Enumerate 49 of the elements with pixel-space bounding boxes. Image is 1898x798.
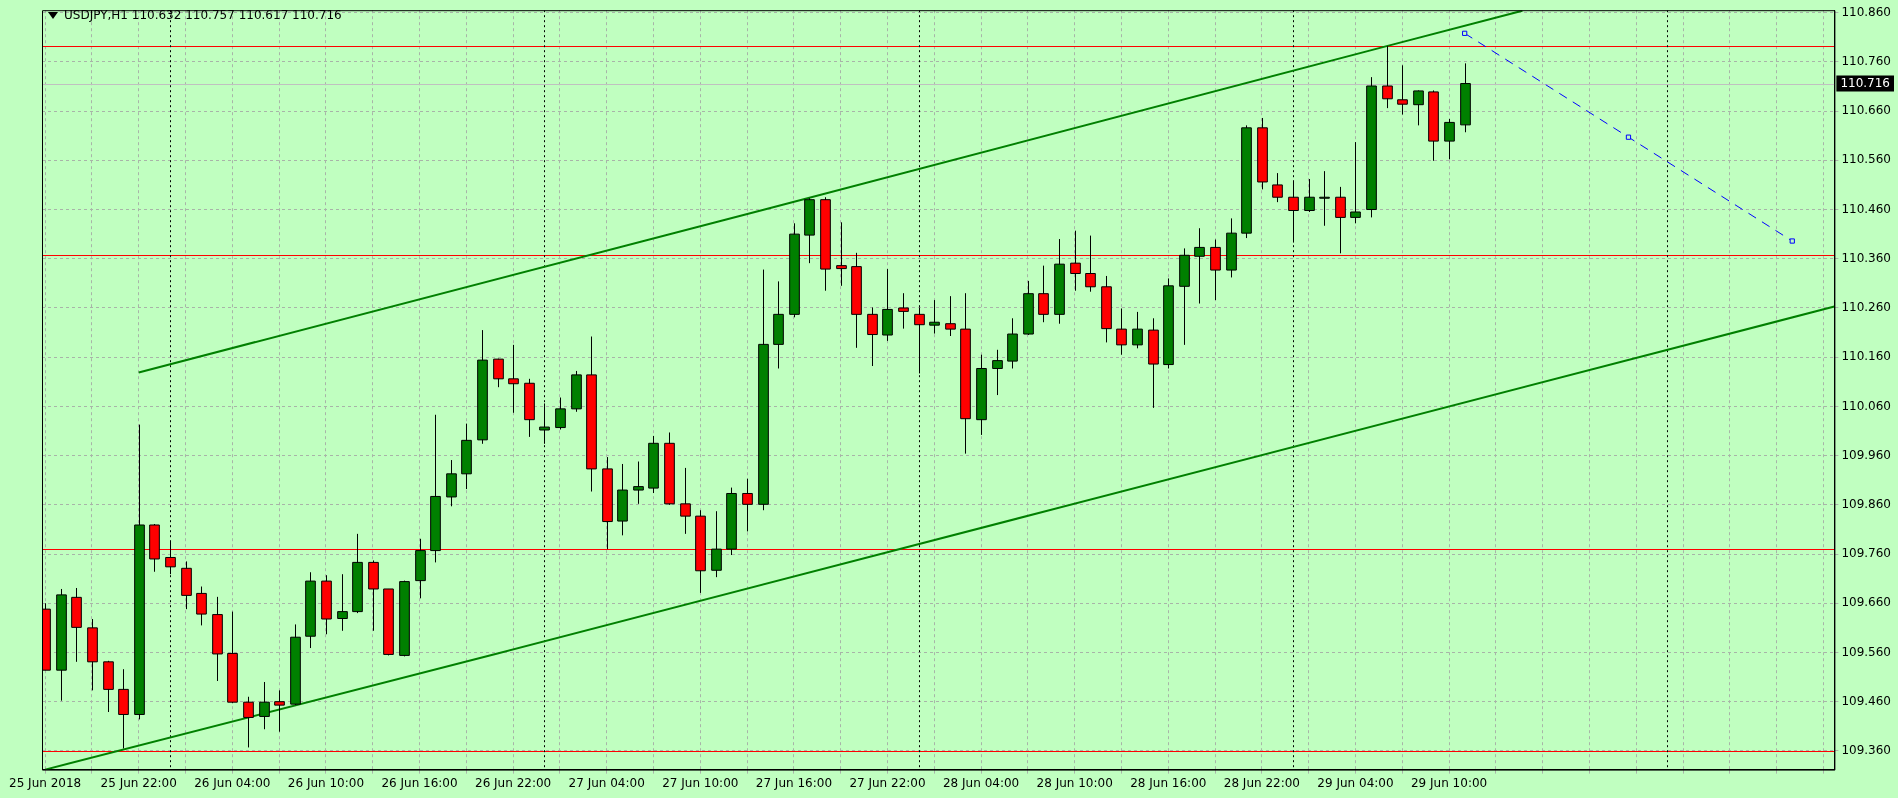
y-tick-label: 109.360 xyxy=(1841,743,1891,758)
point xyxy=(1789,238,1795,244)
x-tick-label: 29 Jun 04:00 xyxy=(1317,775,1394,790)
y-tick-label: 110.360 xyxy=(1841,250,1891,265)
candlestick xyxy=(1038,265,1049,323)
x-tick-label: 27 Jun 16:00 xyxy=(755,775,833,790)
x-tick-label: 26 Jun 16:00 xyxy=(381,775,458,790)
x-tick-label: 26 Jun 10:00 xyxy=(287,775,365,790)
y-tick-label: 110.260 xyxy=(1841,300,1891,315)
x-tick-label: 28 Jun 04:00 xyxy=(942,775,1020,790)
point xyxy=(1462,30,1468,36)
y-tick-label: 110.160 xyxy=(1841,349,1891,364)
x-tick-label: 25 Jun 22:00 xyxy=(100,775,177,790)
y-tick-label: 110.860 xyxy=(1841,4,1891,19)
y-tick-label: 110.660 xyxy=(1841,103,1891,118)
candlestick xyxy=(898,292,909,330)
candlestick xyxy=(680,467,691,535)
x-tick-label: 25 Jun 2018 xyxy=(9,775,82,790)
x-tick-label: 28 Jun 10:00 xyxy=(1036,775,1113,790)
x-tick-label: 28 Jun 16:00 xyxy=(1130,775,1207,790)
y-tick-label: 110.460 xyxy=(1841,201,1891,216)
y-tick-label: 109.760 xyxy=(1841,546,1891,561)
y-tick-label: 110.560 xyxy=(1841,152,1891,167)
y-tick-label: 110.760 xyxy=(1841,54,1891,68)
candlestick xyxy=(1272,172,1283,203)
y-tick-label: 109.960 xyxy=(1841,447,1891,462)
x-tick-label: 27 Jun 04:00 xyxy=(568,775,645,790)
x-tick-label: 26 Jun 04:00 xyxy=(194,775,271,790)
candlestick xyxy=(945,295,956,337)
x-tick-label: 28 Jun 22:00 xyxy=(1223,775,1300,790)
y-tick-label: 109.660 xyxy=(1841,595,1891,610)
y-tick-label: 109.860 xyxy=(1841,496,1891,511)
ref-line-label: 110.716 xyxy=(1840,75,1890,90)
candlestick xyxy=(633,461,644,505)
y-tick-label: 110.060 xyxy=(1841,398,1891,413)
candlestick xyxy=(274,689,285,733)
chart-title: USDJPY,H1 110.632 110.757 110.617 110.716 xyxy=(64,8,342,22)
x-tick-label: 29 Jun 10:00 xyxy=(1410,775,1488,790)
candlestick xyxy=(992,349,1003,396)
point xyxy=(1625,134,1632,140)
x-tick-label: 26 Jun 22:00 xyxy=(474,775,552,790)
y-tick-label: 109.560 xyxy=(1841,644,1891,659)
candlestick xyxy=(742,478,753,532)
candlestick xyxy=(1397,64,1408,116)
y-tick-label: 109.460 xyxy=(1841,693,1891,708)
candlestick xyxy=(337,573,348,632)
x-tick-label: 27 Jun 10:00 xyxy=(662,775,739,790)
candlestick xyxy=(555,397,566,431)
x-tick-label: 27 Jun 22:00 xyxy=(849,775,926,790)
